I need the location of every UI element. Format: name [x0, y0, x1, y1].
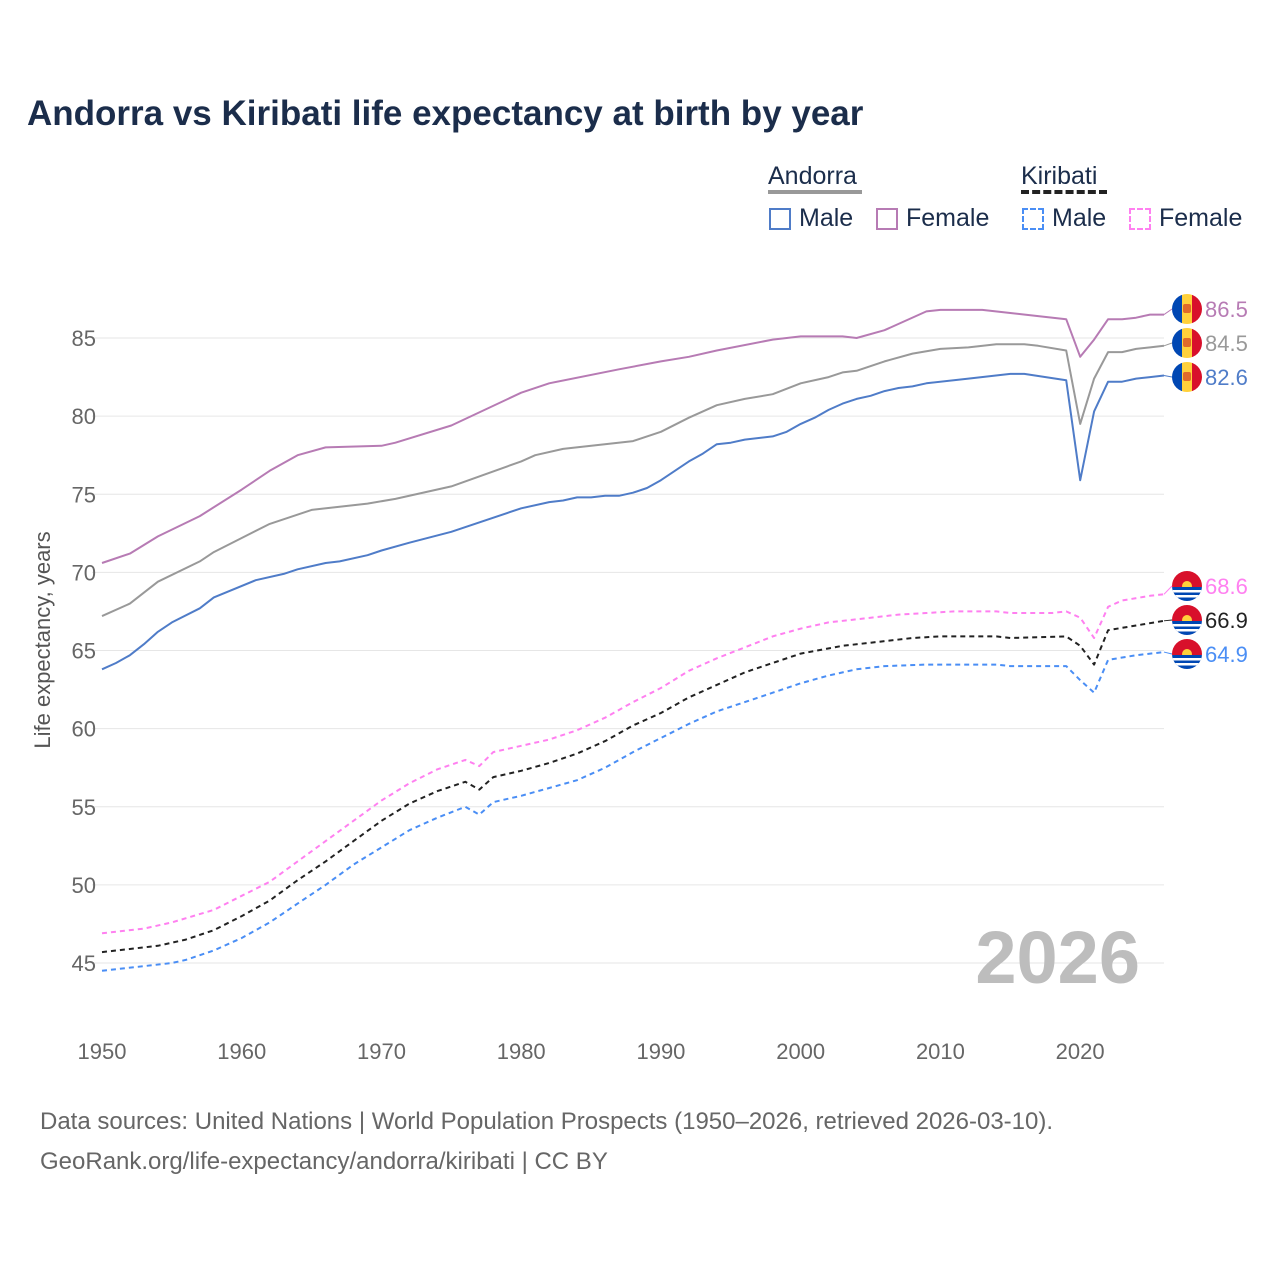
flag-kiribati-icon	[1172, 605, 1202, 635]
end-connector	[1163, 308, 1173, 315]
end-connector	[1163, 619, 1173, 622]
x-tick-label: 2000	[776, 1039, 825, 1064]
x-tick-label: 1960	[217, 1039, 266, 1064]
year-watermark: 2026	[975, 916, 1140, 999]
flag-coat-of-arms	[1183, 338, 1191, 347]
series-line-kiribati-female	[101, 593, 1165, 935]
chart-title: Andorra vs Kiribati life expectancy at b…	[27, 94, 864, 133]
y-tick-label: 80	[72, 404, 96, 429]
end-value-label: 82.6	[1205, 365, 1248, 390]
flag-body	[1172, 362, 1202, 392]
end-connector	[1163, 585, 1173, 595]
y-axis-label: Life expectancy, years	[30, 531, 55, 748]
flag-coat-of-arms	[1183, 304, 1191, 313]
end-connector	[1163, 651, 1173, 655]
x-tick-label: 1990	[636, 1039, 685, 1064]
y-tick-label: 45	[72, 951, 96, 976]
flag-body	[1172, 639, 1202, 669]
y-tick-label: 75	[72, 482, 96, 507]
end-value-label: 68.6	[1205, 574, 1248, 599]
flag-stripe-red	[1192, 328, 1202, 358]
flag-stripe-red	[1192, 362, 1202, 392]
flag-andorra-icon	[1172, 362, 1202, 392]
flag-stripe-blue	[1172, 328, 1182, 358]
source-line-2: GeoRank.org/life-expectancy/andorra/kiri…	[40, 1148, 608, 1175]
x-tick-label: 1970	[357, 1039, 406, 1064]
flag-wave	[1172, 624, 1202, 627]
y-tick-label: 65	[72, 639, 96, 664]
flag-coat-of-arms	[1183, 372, 1191, 381]
legend-swatch-kiribati-female	[1129, 208, 1151, 230]
legend-group-andorra: Andorra	[768, 162, 857, 190]
end-connector	[1163, 375, 1173, 378]
flag-kiribati-icon	[1172, 571, 1202, 601]
flag-wave	[1172, 663, 1202, 666]
flag-kiribati-icon	[1172, 639, 1202, 669]
series-line-andorra-male	[101, 372, 1165, 671]
end-value-label: 84.5	[1205, 331, 1248, 356]
legend-label-kiribati-male: Male	[1052, 204, 1107, 232]
series-line-andorra-total	[101, 343, 1165, 618]
flag-body	[1172, 605, 1202, 635]
legend-andorra-line	[768, 190, 862, 194]
flag-sea	[1172, 655, 1202, 669]
y-tick-label: 70	[72, 560, 96, 585]
y-tick-label: 60	[72, 717, 96, 742]
flag-wave	[1172, 629, 1202, 632]
flag-body	[1172, 328, 1202, 358]
x-tick-label: 2020	[1056, 1039, 1105, 1064]
legend-swatch-kiribati-male	[1022, 208, 1044, 230]
legend-group-kiribati: Kiribati	[1021, 162, 1098, 190]
flag-andorra-icon	[1172, 328, 1202, 358]
flag-wave	[1172, 590, 1202, 593]
flag-stripe-red	[1192, 294, 1202, 324]
legend-kiribati-line	[1021, 190, 1107, 194]
y-tick-label: 85	[72, 326, 96, 351]
series-line-andorra-female	[101, 308, 1164, 564]
end-value-label: 66.9	[1205, 608, 1248, 633]
end-connector	[1163, 342, 1173, 347]
series-line-kiribati-total	[101, 619, 1165, 954]
flag-stripe-blue	[1172, 294, 1182, 324]
flag-wave	[1172, 595, 1202, 598]
flag-body	[1172, 571, 1202, 601]
flag-top-red	[1172, 571, 1202, 587]
end-value-label: 86.5	[1205, 297, 1248, 322]
x-tick-label: 2010	[916, 1039, 965, 1064]
legend-label-andorra-male: Male	[799, 204, 854, 232]
flag-body	[1172, 294, 1202, 324]
flag-sea	[1172, 621, 1202, 635]
flag-wave	[1172, 658, 1202, 661]
flag-sea	[1172, 587, 1202, 601]
legend-label-kiribati-female: Female	[1159, 204, 1243, 232]
flag-andorra-icon	[1172, 294, 1202, 324]
y-tick-label: 50	[72, 873, 96, 898]
flag-top-red	[1172, 639, 1202, 655]
legend-swatch-andorra-female	[876, 208, 898, 230]
end-value-label: 64.9	[1205, 642, 1248, 667]
y-tick-label: 55	[72, 795, 96, 820]
source-line-1: Data sources: United Nations | World Pop…	[40, 1108, 1054, 1135]
legend-label-andorra-female: Female	[906, 204, 990, 232]
flag-top-red	[1172, 605, 1202, 621]
legend-swatch-andorra-male	[769, 208, 791, 230]
x-tick-label: 1950	[78, 1039, 127, 1064]
x-tick-label: 1980	[497, 1039, 546, 1064]
flag-stripe-blue	[1172, 362, 1182, 392]
